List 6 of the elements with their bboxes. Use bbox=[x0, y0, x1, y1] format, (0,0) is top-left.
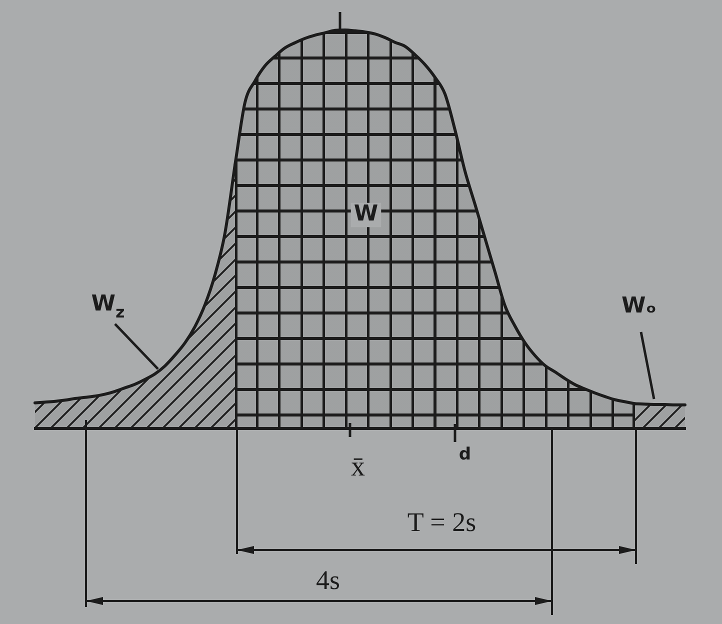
series-label: W bbox=[354, 202, 378, 227]
text: x̄ bbox=[351, 451, 365, 482]
text: Wₒ bbox=[622, 294, 656, 319]
text: T = 2s bbox=[407, 507, 476, 538]
text: d bbox=[458, 444, 472, 464]
text: 4s bbox=[316, 565, 340, 596]
